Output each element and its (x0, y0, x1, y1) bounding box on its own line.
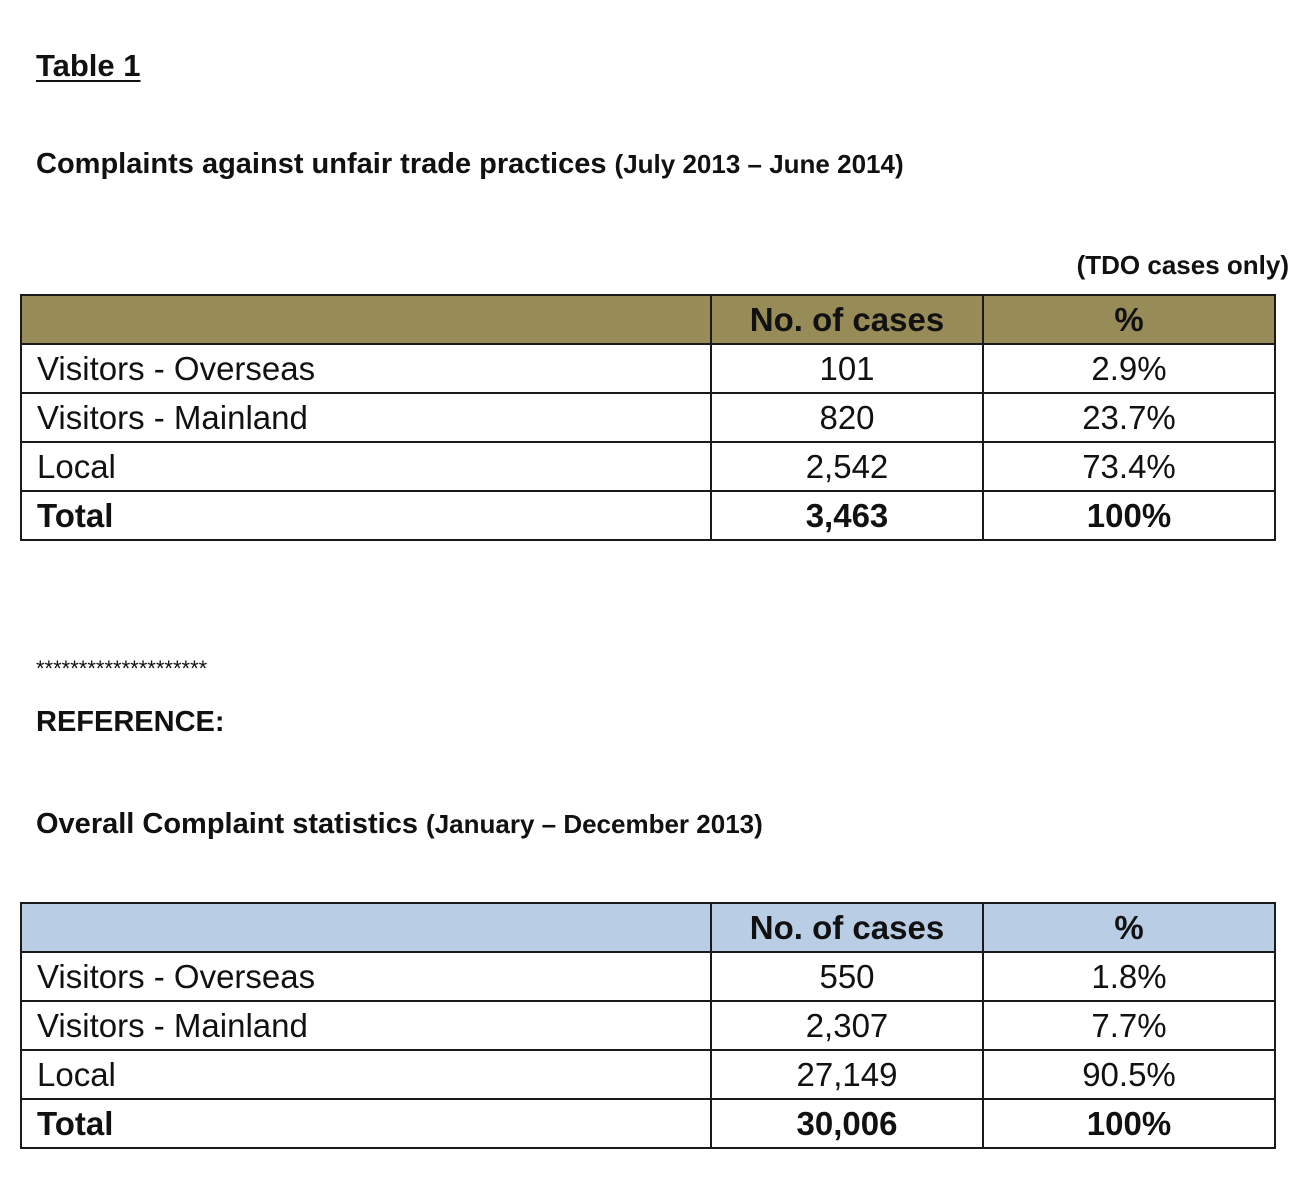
total-label: Total (20, 1098, 712, 1149)
row-label: Local (20, 1049, 712, 1100)
table-row: Visitors - Overseas 101 2.9% (20, 343, 1276, 394)
table-header-row: No. of cases % (20, 294, 1276, 345)
table2-heading-text: Overall Complaint statistics (36, 808, 418, 840)
column-header-category (20, 902, 712, 953)
table-row: Local 27,149 90.5% (20, 1049, 1276, 1100)
table-row: Visitors - Mainland 820 23.7% (20, 392, 1276, 443)
row-cases: 820 (710, 392, 984, 443)
row-label: Visitors - Overseas (20, 951, 712, 1002)
total-label: Total (20, 490, 712, 541)
table1-period: (July 2013 – June 2014) (614, 149, 904, 179)
row-percent: 90.5% (982, 1049, 1276, 1100)
row-percent: 2.9% (982, 343, 1276, 394)
table1-heading: Complaints against unfair trade practice… (36, 148, 904, 181)
row-label: Visitors - Overseas (20, 343, 712, 394)
document-title: Table 1 (36, 48, 141, 83)
total-row: Total 3,463 100% (20, 490, 1276, 541)
total-percent: 100% (982, 490, 1276, 541)
trade-complaints-table: No. of cases % Visitors - Overseas 101 2… (20, 294, 1276, 541)
total-cases: 3,463 (710, 490, 984, 541)
row-label: Visitors - Mainland (20, 1000, 712, 1051)
table-row: Visitors - Overseas 550 1.8% (20, 951, 1276, 1002)
row-cases: 27,149 (710, 1049, 984, 1100)
row-percent: 1.8% (982, 951, 1276, 1002)
column-header-category (20, 294, 712, 345)
tdo-cases-note: (TDO cases only) (1076, 250, 1289, 280)
table2-period: (January – December 2013) (426, 809, 763, 839)
row-cases: 2,542 (710, 441, 984, 492)
column-header-percent: % (982, 294, 1276, 345)
overall-complaints-table: No. of cases % Visitors - Overseas 550 1… (20, 902, 1276, 1149)
row-label: Local (20, 441, 712, 492)
table-row: Visitors - Mainland 2,307 7.7% (20, 1000, 1276, 1051)
row-cases: 2,307 (710, 1000, 984, 1051)
total-cases: 30,006 (710, 1098, 984, 1149)
column-header-percent: % (982, 902, 1276, 953)
row-percent: 23.7% (982, 392, 1276, 443)
total-row: Total 30,006 100% (20, 1098, 1276, 1149)
asterisk-divider: ******************** (36, 656, 208, 681)
total-percent: 100% (982, 1098, 1276, 1149)
table-header-row: No. of cases % (20, 902, 1276, 953)
column-header-cases: No. of cases (710, 294, 984, 345)
reference-label: REFERENCE: (36, 706, 225, 738)
row-percent: 73.4% (982, 441, 1276, 492)
column-header-cases: No. of cases (710, 902, 984, 953)
row-label: Visitors - Mainland (20, 392, 712, 443)
row-cases: 550 (710, 951, 984, 1002)
row-cases: 101 (710, 343, 984, 394)
table2-heading: Overall Complaint statistics (January – … (36, 808, 763, 841)
row-percent: 7.7% (982, 1000, 1276, 1051)
table-row: Local 2,542 73.4% (20, 441, 1276, 492)
table1-heading-text: Complaints against unfair trade practice… (36, 148, 607, 180)
